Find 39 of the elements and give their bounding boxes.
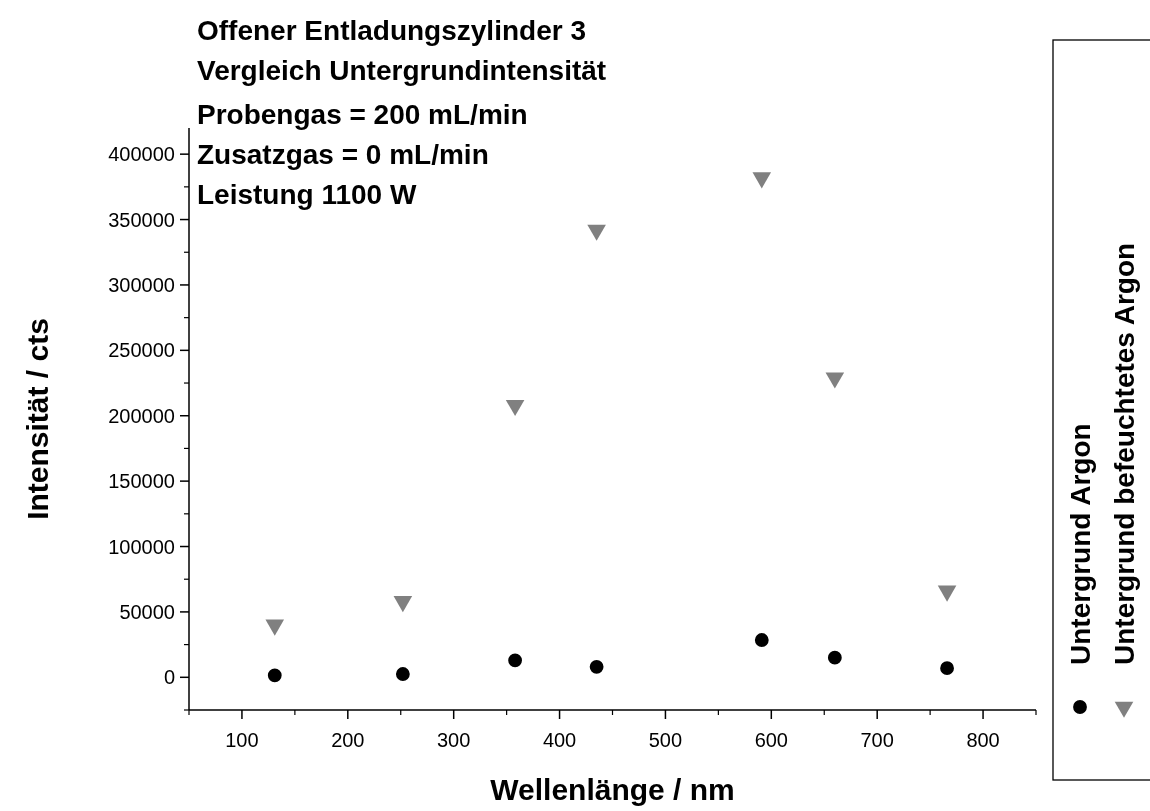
point [508,653,522,668]
y-axis-title: Intensität / cts [21,318,54,520]
point [267,668,282,683]
y-tick-label: 200000 [108,404,175,427]
y-tick-label: 100000 [108,535,175,558]
annotation: Probengas = 200 mL/min [197,99,528,130]
x-tick-label: 100 [225,729,259,751]
x-tick-label: 700 [860,729,894,751]
x-tick-label: 800 [966,729,1000,751]
x-tick-label: 500 [648,729,683,751]
point [752,172,772,189]
y-tick-label: 50000 [119,600,175,623]
x-tick-label: 400 [542,729,577,751]
y-tick-label: 400000 [108,143,175,166]
point [505,399,525,417]
y-tick-label: 300000 [108,273,175,296]
point [937,585,957,602]
y-tick-label: 150000 [108,470,175,493]
point [754,633,769,647]
chart-subtitle: Vergleich Untergrundintensität [197,55,607,86]
x-tick-label: 600 [754,729,788,751]
annotation: Leistung 1100 W [197,179,417,210]
point [825,372,845,389]
point [395,667,410,681]
y-tick-label: 350000 [108,208,175,231]
text: Untergrund befeuchtetes Argon [1109,242,1140,665]
x-tick-label: 300 [437,729,471,751]
point [589,659,604,674]
y-tick-label: 0 [163,666,175,689]
point [587,224,606,241]
x-axis-title: Wellenlänge / nm [490,773,735,806]
x-tick-label: 200 [331,729,365,751]
chart-title: Offener Entladungszylinder 3 [197,15,586,46]
point [827,650,842,665]
point [940,661,954,676]
text: Untergrund Argon [1065,423,1096,665]
annotation: Zusatzgas = 0 mL/min [197,139,489,170]
y-tick-label: 250000 [108,339,175,362]
point [265,619,285,636]
